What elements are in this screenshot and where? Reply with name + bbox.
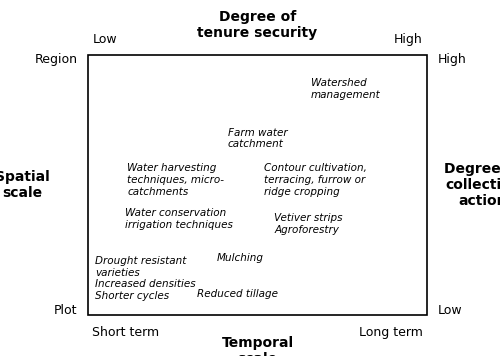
Text: Long term: Long term [358, 326, 422, 339]
Text: Watershed
management: Watershed management [311, 78, 381, 100]
Text: Temporal
scale: Temporal scale [222, 336, 294, 356]
Text: High: High [438, 53, 466, 67]
Text: Vetiver strips
Agroforestry: Vetiver strips Agroforestry [274, 213, 343, 235]
Text: High: High [394, 33, 422, 46]
Text: Spatial
scale: Spatial scale [0, 170, 50, 200]
Text: Short term: Short term [92, 326, 160, 339]
Text: Plot: Plot [54, 304, 78, 317]
Text: Low: Low [438, 304, 462, 317]
Text: Water conservation
irrigation techniques: Water conservation irrigation techniques [126, 208, 233, 230]
Text: Farm water
catchment: Farm water catchment [228, 127, 288, 149]
Text: Degree of
collective
action: Degree of collective action [444, 162, 500, 208]
Text: Drought resistant
varieties
Increased densities
Shorter cycles: Drought resistant varieties Increased de… [95, 256, 196, 301]
Text: Degree of
tenure security: Degree of tenure security [198, 10, 318, 40]
Bar [88, 55, 427, 315]
Text: Contour cultivation,
terracing, furrow or
ridge cropping: Contour cultivation, terracing, furrow o… [264, 163, 366, 197]
Text: Low: Low [92, 33, 117, 46]
Text: Water harvesting
techniques, micro-
catchments: Water harvesting techniques, micro- catc… [128, 163, 224, 197]
Text: Mulching: Mulching [217, 253, 264, 263]
Text: Region: Region [34, 53, 78, 67]
Text: Reduced tillage: Reduced tillage [196, 289, 278, 299]
